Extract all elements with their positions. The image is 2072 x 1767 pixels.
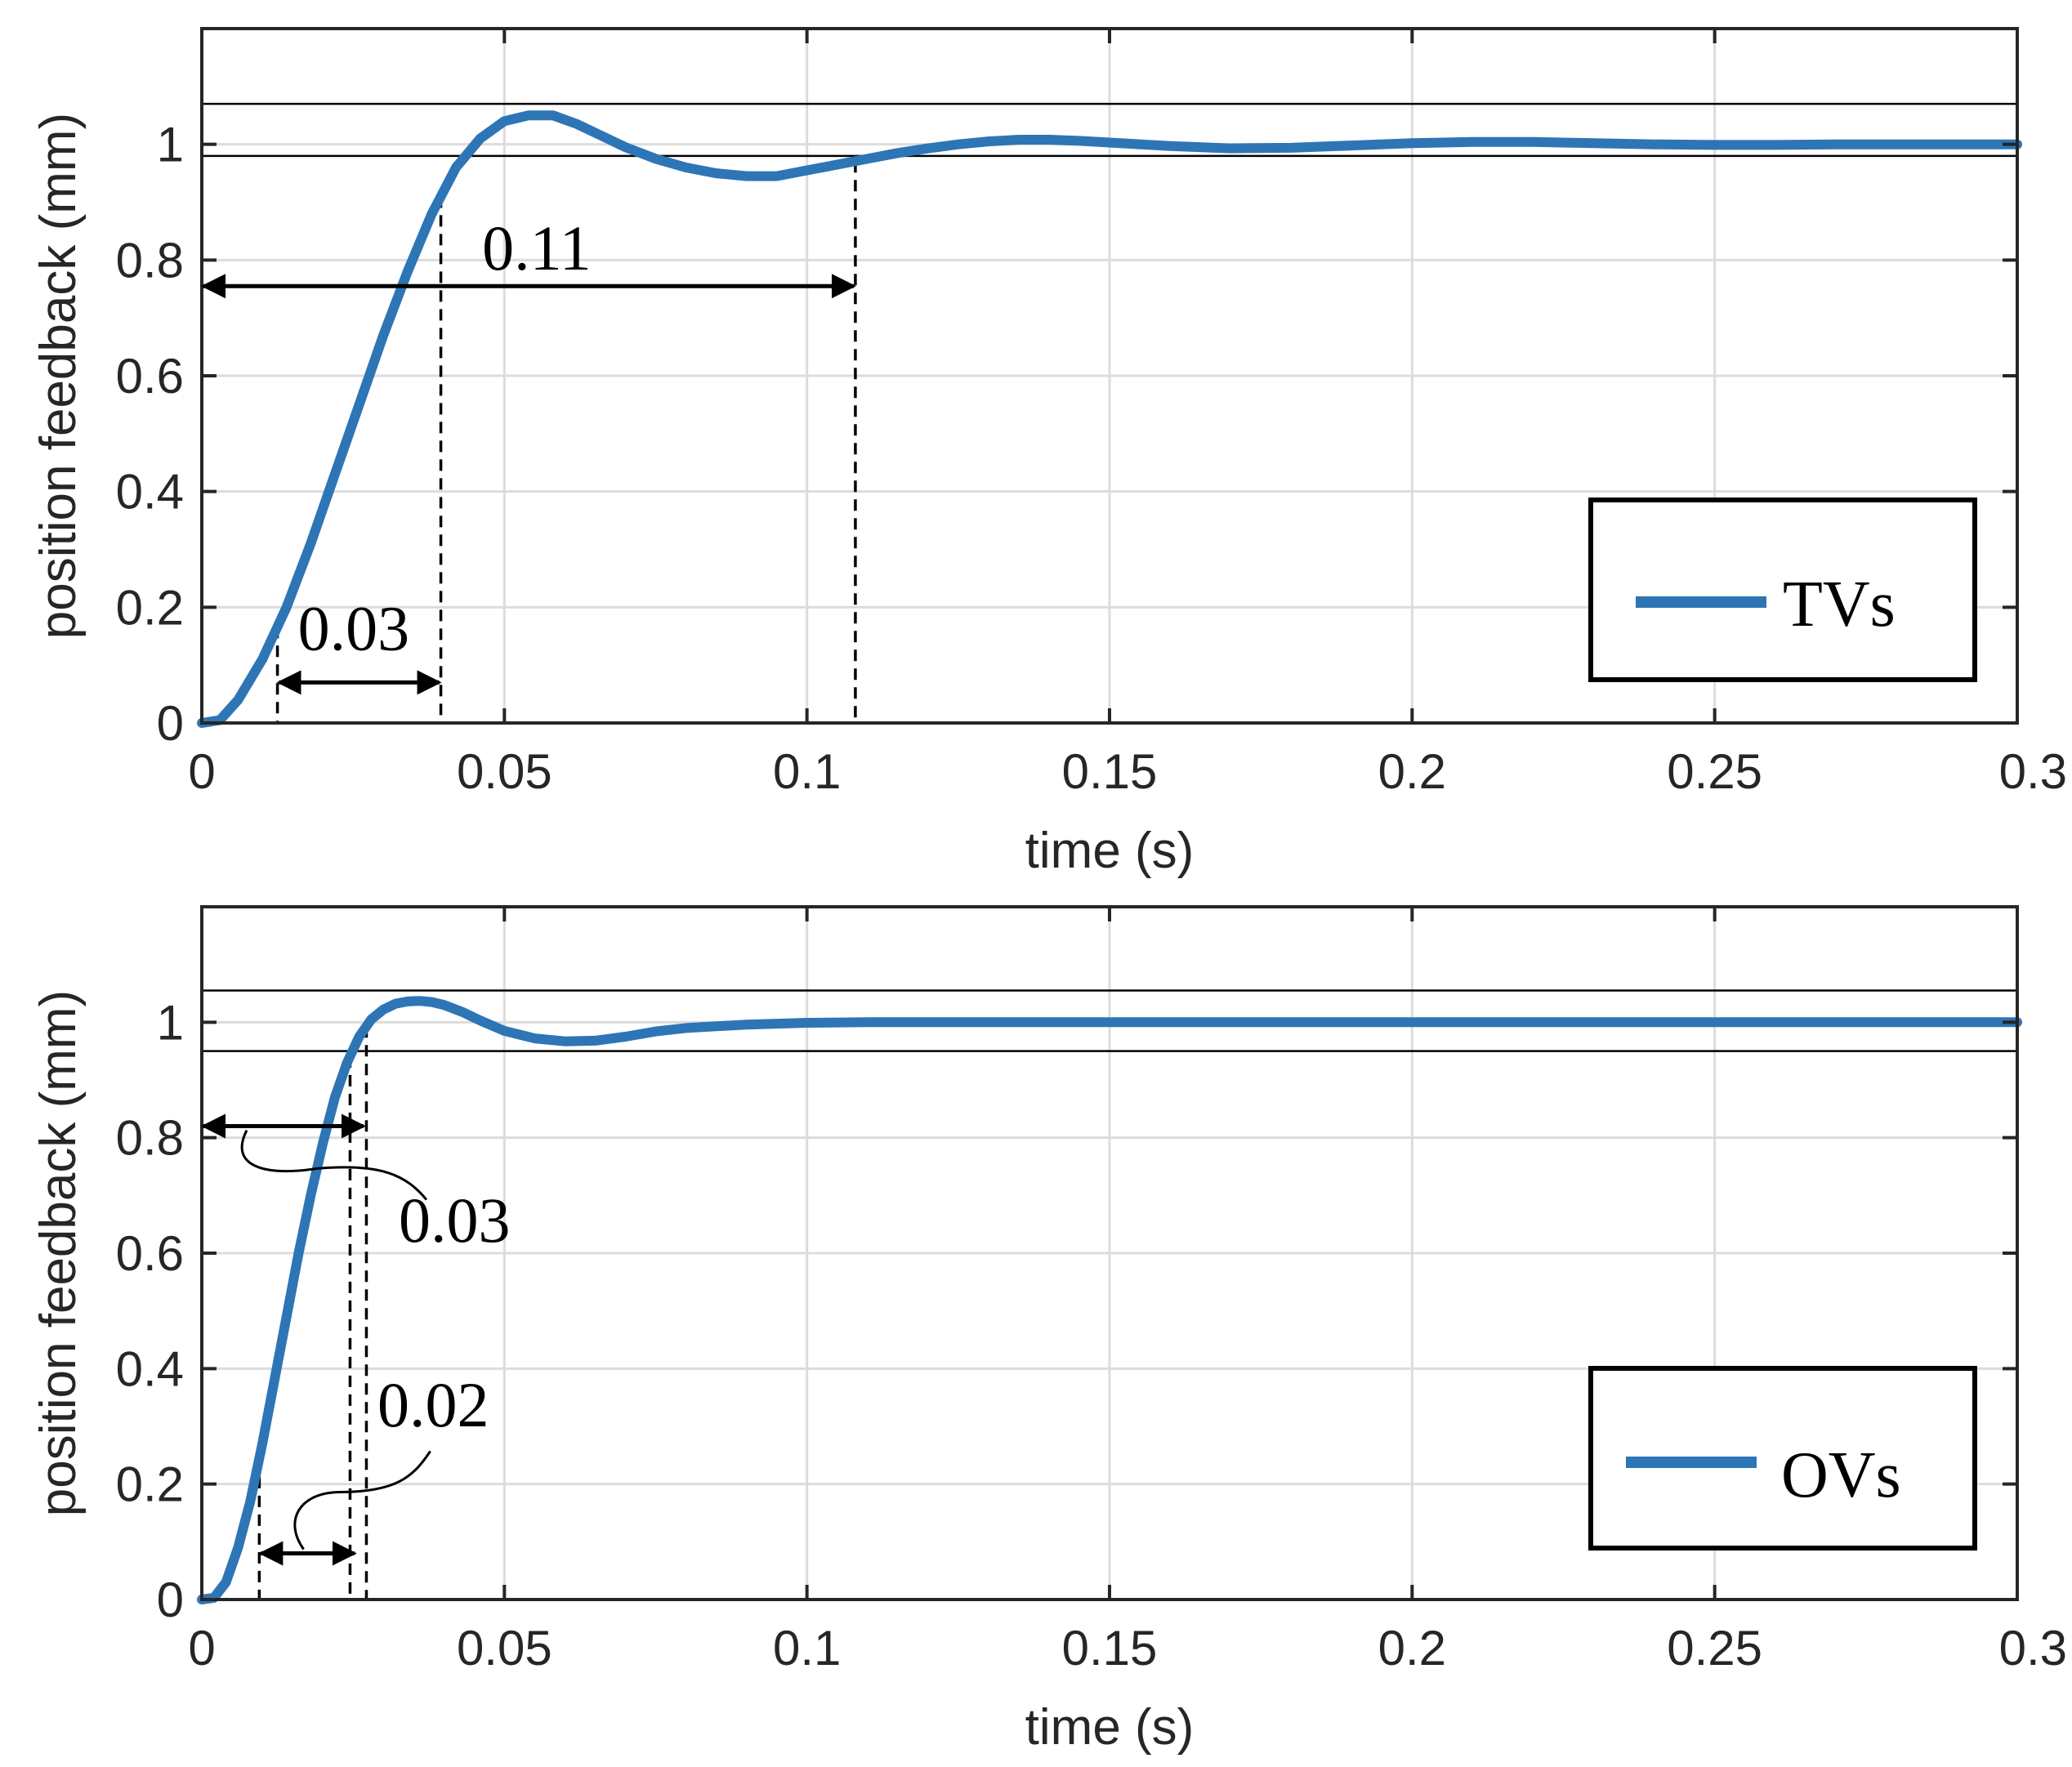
x-tick-label: 0.05	[457, 1621, 552, 1676]
x-tick-label: 0.3	[1999, 1621, 2067, 1676]
panel-top-chart: 0 0.05 0.1 0.15 0.2 0.25 0.3 0 0.2 0.4 0.6 0.8 1 0.…	[30, 27, 2067, 879]
x-tick-label: 0.25	[1667, 1621, 1762, 1676]
x-tick-label: 0.1	[773, 1621, 841, 1676]
y-tick-label: 1	[157, 995, 184, 1050]
x-axis-label: time (s)	[1025, 1699, 1195, 1756]
x-tick-label: 0	[188, 1621, 215, 1676]
annotation-label: 0.03	[298, 592, 410, 663]
legend-entry-tvs: TVs	[1783, 569, 1896, 640]
annotations: 0.03 0.02	[201, 1113, 511, 1566]
x-tick-label: 0.2	[1378, 744, 1446, 799]
tolerance-band	[202, 989, 2017, 1052]
y-tick-label: 1	[157, 118, 184, 172]
x-tick-label: 0.25	[1667, 744, 1762, 799]
legend: OVs	[1588, 1366, 1977, 1551]
y-tick-label: 0	[157, 1573, 184, 1627]
leader-line	[293, 1450, 431, 1551]
leader-line	[240, 1129, 428, 1201]
y-tick-label: 0.4	[116, 1341, 184, 1396]
annotation-label: 0.03	[399, 1185, 511, 1256]
tick-marks	[200, 29, 2019, 725]
annotation-label: 0.11	[482, 212, 592, 283]
y-tick-label: 0.4	[116, 465, 184, 520]
x-tick-labels: 0 0.05 0.1 0.15 0.2 0.25 0.3	[188, 1621, 2067, 1676]
x-axis-label: time (s)	[1025, 823, 1195, 879]
y-tick-label: 0.2	[116, 580, 184, 635]
y-tick-label: 0.8	[116, 233, 184, 288]
panel-bottom-chart: 0 0.05 0.1 0.15 0.2 0.25 0.3 0 0.2 0.4 0.6 0.8 1 0.…	[30, 905, 2067, 1756]
x-tick-label: 0.2	[1378, 1621, 1446, 1676]
y-axis-label: position feedback (mm)	[30, 990, 87, 1516]
tolerance-band	[202, 102, 2017, 158]
y-tick-label: 0.2	[116, 1457, 184, 1512]
annotations: 0.11 0.03	[201, 212, 856, 695]
legend-entry-ovs: OVs	[1781, 1439, 1901, 1511]
x-tick-labels: 0 0.05 0.1 0.15 0.2 0.25 0.3	[188, 744, 2067, 799]
x-tick-label: 0.05	[457, 744, 552, 799]
x-tick-label: 0.15	[1062, 1621, 1158, 1676]
y-tick-label: 0	[157, 696, 184, 751]
y-tick-label: 0.6	[116, 349, 184, 404]
series-line-tvs	[197, 110, 2022, 728]
x-tick-label: 0.1	[773, 744, 841, 799]
y-tick-label: 0.6	[116, 1226, 184, 1281]
x-tick-label: 0.3	[1999, 744, 2067, 799]
y-tick-label: 0.8	[116, 1111, 184, 1166]
x-tick-label: 0	[188, 744, 215, 799]
legend: TVs	[1588, 498, 1977, 682]
y-tick-labels: 0 0.2 0.4 0.6 0.8 1	[116, 995, 184, 1627]
legend-box	[1588, 498, 1977, 682]
series-line-ovs	[197, 996, 2022, 1604]
y-axis-label: position feedback (mm)	[30, 113, 87, 639]
annotation-label: 0.02	[377, 1369, 489, 1440]
x-tick-label: 0.15	[1062, 744, 1158, 799]
y-tick-labels: 0 0.2 0.4 0.6 0.8 1	[116, 118, 184, 751]
